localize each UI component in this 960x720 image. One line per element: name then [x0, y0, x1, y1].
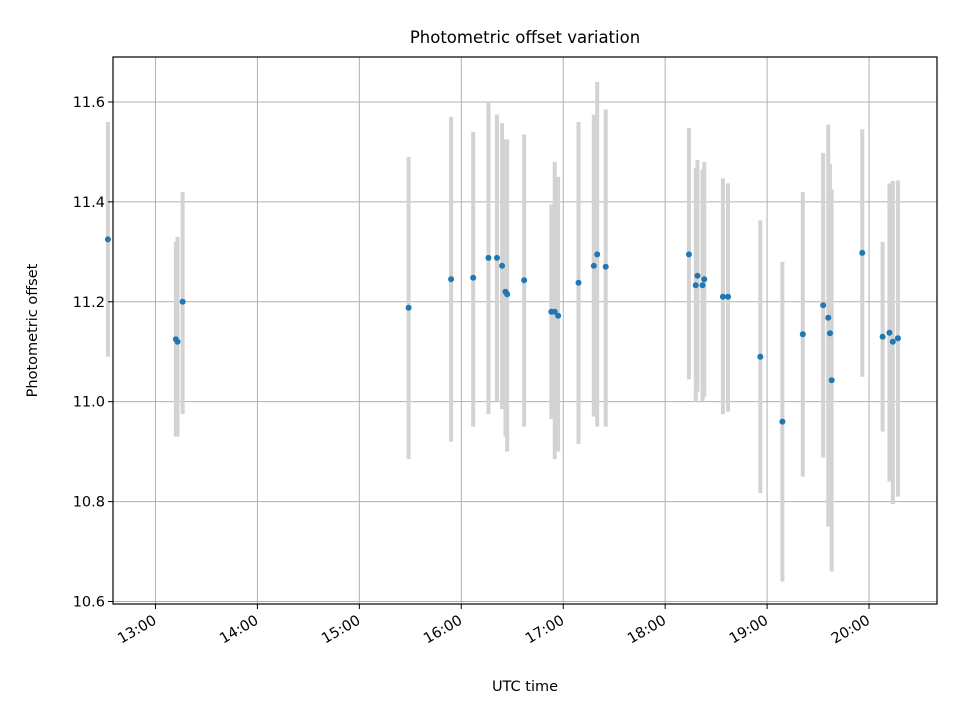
data-point — [179, 298, 186, 305]
data-point — [757, 353, 764, 360]
y-tick-label: 11.6 — [73, 95, 105, 111]
data-point — [551, 308, 558, 315]
data-point — [485, 254, 492, 261]
data-point — [405, 304, 412, 311]
y-tick-label: 11.2 — [73, 295, 105, 311]
plot-frame — [112, 56, 938, 605]
data-point — [493, 254, 500, 261]
chart-title: Photometric offset variation — [410, 28, 640, 47]
data-point — [859, 249, 866, 256]
data-point — [104, 236, 111, 243]
data-point — [602, 263, 609, 270]
data-point — [575, 279, 582, 286]
data-point — [828, 377, 835, 384]
data-point — [825, 314, 832, 321]
data-point — [555, 312, 562, 319]
y-tick-label: 10.6 — [73, 595, 105, 611]
y-tick-label: 10.8 — [73, 495, 105, 511]
data-point — [694, 272, 701, 279]
data-point — [470, 274, 477, 281]
data-point — [699, 282, 706, 289]
data-point — [889, 338, 896, 345]
y-tick-label: 11.4 — [73, 195, 105, 211]
data-point — [826, 330, 833, 337]
data-point — [692, 282, 699, 289]
data-point — [590, 262, 597, 269]
y-axis-ticks: 10.6 10.8 11.0 11.2 11.4 11.6 — [73, 95, 113, 611]
data-point — [685, 251, 692, 258]
x-axis-label: UTC time — [492, 679, 558, 695]
data-point — [701, 276, 708, 283]
data-point — [594, 251, 601, 258]
data-point — [799, 331, 806, 338]
y-tick-label: 11.0 — [73, 395, 105, 411]
data-point — [894, 335, 901, 342]
data-points — [104, 236, 901, 425]
data-point — [499, 262, 506, 269]
data-point — [886, 329, 893, 336]
data-point — [448, 276, 455, 283]
data-point — [725, 293, 732, 300]
data-point — [521, 277, 528, 284]
data-point — [719, 293, 726, 300]
data-point — [779, 418, 786, 425]
data-point — [174, 338, 181, 345]
data-point — [879, 333, 886, 340]
y-axis-label: Photometric offset — [25, 263, 41, 397]
data-point — [504, 291, 511, 298]
data-point — [820, 302, 827, 309]
